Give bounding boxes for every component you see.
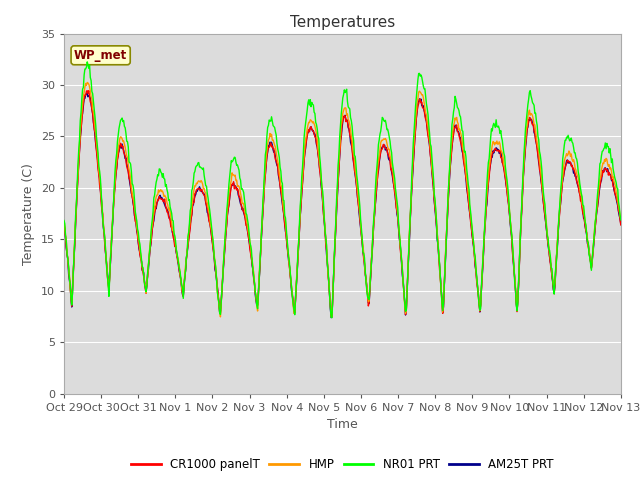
- NR01 PRT: [70, 253, 78, 259]
- AM25T PRT: [412, 125, 419, 131]
- NR01 PRT: [214, 295, 222, 301]
- AM25T PRT: [214, 293, 222, 299]
- AM25T PRT: [185, 236, 193, 241]
- AM25T PRT: [617, 221, 625, 227]
- NR01 PRT: [617, 217, 625, 223]
- NR01 PRT: [83, 59, 91, 65]
- AM25T PRT: [128, 191, 136, 197]
- NR01 PRT: [428, 154, 436, 160]
- X-axis label: Time: Time: [327, 418, 358, 431]
- HMP: [412, 117, 419, 122]
- CR1000 panelT: [85, 88, 93, 94]
- HMP: [214, 293, 222, 299]
- CR1000 panelT: [412, 125, 419, 131]
- AM25T PRT: [327, 315, 335, 321]
- AM25T PRT: [60, 223, 68, 228]
- HMP: [428, 165, 436, 171]
- CR1000 panelT: [214, 291, 222, 297]
- Title: Temperatures: Temperatures: [290, 15, 395, 30]
- CR1000 panelT: [328, 313, 336, 319]
- NR01 PRT: [128, 181, 136, 187]
- CR1000 panelT: [60, 220, 68, 226]
- NR01 PRT: [60, 217, 68, 223]
- CR1000 panelT: [428, 165, 436, 171]
- Line: HMP: HMP: [64, 83, 621, 317]
- CR1000 panelT: [128, 194, 136, 200]
- CR1000 panelT: [617, 222, 625, 228]
- Text: WP_met: WP_met: [74, 49, 127, 62]
- HMP: [328, 314, 336, 320]
- CR1000 panelT: [185, 237, 193, 242]
- AM25T PRT: [428, 168, 436, 174]
- HMP: [617, 216, 625, 222]
- HMP: [70, 252, 78, 258]
- Y-axis label: Temperature (C): Temperature (C): [22, 163, 35, 264]
- NR01 PRT: [185, 230, 193, 236]
- AM25T PRT: [70, 255, 78, 261]
- HMP: [83, 80, 91, 85]
- HMP: [185, 229, 193, 235]
- Legend: CR1000 panelT, HMP, NR01 PRT, AM25T PRT: CR1000 panelT, HMP, NR01 PRT, AM25T PRT: [127, 454, 558, 476]
- NR01 PRT: [328, 315, 336, 321]
- Line: AM25T PRT: AM25T PRT: [64, 93, 621, 318]
- Line: CR1000 panelT: CR1000 panelT: [64, 91, 621, 316]
- HMP: [60, 219, 68, 225]
- CR1000 panelT: [70, 254, 78, 260]
- NR01 PRT: [412, 103, 419, 109]
- Line: NR01 PRT: NR01 PRT: [64, 62, 621, 318]
- HMP: [128, 190, 136, 196]
- AM25T PRT: [83, 90, 91, 96]
